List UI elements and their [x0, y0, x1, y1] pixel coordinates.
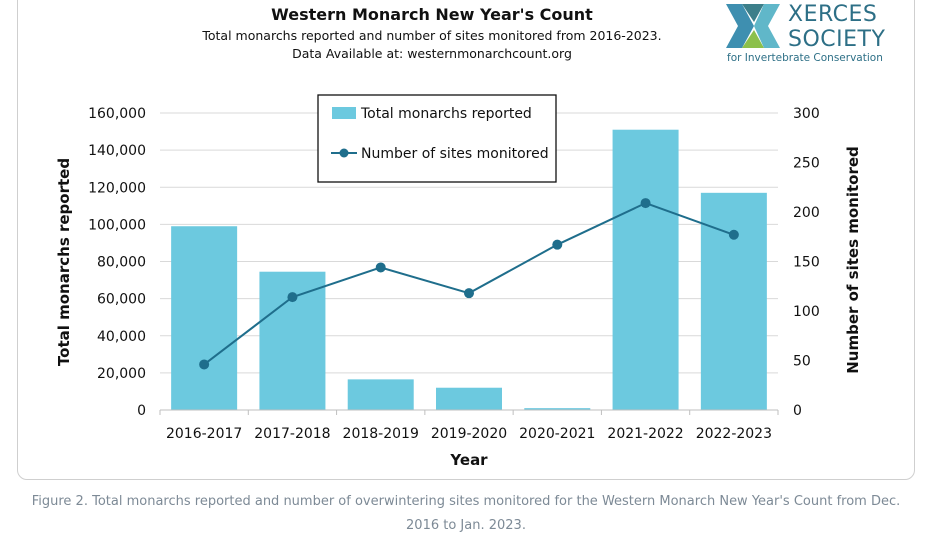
legend-box: [317, 94, 557, 183]
x-tick-label: 2022-2023: [696, 426, 772, 442]
bar: [347, 379, 414, 410]
chart-subtitle-line: Data Available at: westernmonarchcount.o…: [292, 46, 572, 61]
legend-label: Number of sites monitored: [361, 146, 549, 162]
y2-tick-label: 50: [793, 354, 811, 370]
legend-label: Total monarchs reported: [360, 106, 532, 122]
y-tick-label: 40,000: [97, 329, 146, 345]
logo-text-line1: XERCES: [788, 2, 878, 27]
chart-subtitle-line: Total monarchs reported and number of si…: [202, 28, 662, 43]
x-axis-title: Year: [449, 451, 488, 469]
logo-text-line2: SOCIETY: [788, 27, 886, 52]
y-tick-label: 80,000: [97, 255, 146, 271]
y-tick-label: 0: [137, 403, 146, 419]
bar: [524, 408, 591, 410]
y-tick-label: 60,000: [97, 292, 146, 308]
sites-point: [287, 292, 298, 303]
y2-tick-label: 250: [793, 156, 820, 172]
y-tick-label: 20,000: [97, 366, 146, 382]
y-axis-title: Total monarchs reported: [55, 158, 73, 366]
y-tick-label: 140,000: [88, 143, 146, 159]
y2-tick-label: 150: [793, 255, 820, 271]
y2-tick-label: 300: [793, 106, 820, 122]
sites-point: [728, 229, 739, 240]
sites-point: [640, 198, 651, 209]
sites-point: [464, 288, 474, 299]
x-tick-label: 2017-2018: [254, 426, 330, 442]
y2-tick-label: 200: [793, 205, 820, 221]
figure-caption: Figure 2. Total monarchs reported and nu…: [31, 494, 901, 533]
y-tick-label: 160,000: [88, 106, 146, 122]
legend-marker: [339, 148, 349, 158]
xerces-logo-mark: [726, 4, 780, 48]
sites-point: [552, 239, 563, 250]
bar: [171, 226, 238, 410]
bar: [700, 192, 767, 410]
x-tick-label: 2021-2022: [607, 426, 683, 442]
sites-point: [199, 359, 210, 370]
x-tick-label: 2019-2020: [431, 426, 507, 442]
bar: [436, 387, 502, 410]
x-tick-label: 2018-2019: [343, 426, 419, 442]
chart-subtitle: Total monarchs reported and number of si…: [0, 27, 864, 63]
y2-tick-label: 0: [793, 403, 802, 419]
xerces-logo: XERCES SOCIETY for Invertebrate Conserva…: [724, 2, 899, 66]
chart-title: Western Monarch New Year's Count: [271, 5, 593, 24]
y2-axis-title: Number of sites monitored: [844, 146, 862, 374]
chart: 0 20,000 40,000 60,000 80,000 100,000 120,000 1…: [55, 94, 862, 469]
sites-point: [375, 262, 386, 273]
bar: [612, 129, 679, 411]
y2-tick-label: 100: [793, 304, 820, 320]
x-tick-label: 2020-2021: [519, 426, 595, 442]
legend-bar-swatch: [332, 107, 356, 119]
x-tick-label: 2016-2017: [166, 426, 242, 442]
logo-tagline: for Invertebrate Conservation: [727, 52, 883, 64]
y-tick-label: 100,000: [88, 217, 146, 233]
y-tick-label: 120,000: [88, 180, 146, 196]
